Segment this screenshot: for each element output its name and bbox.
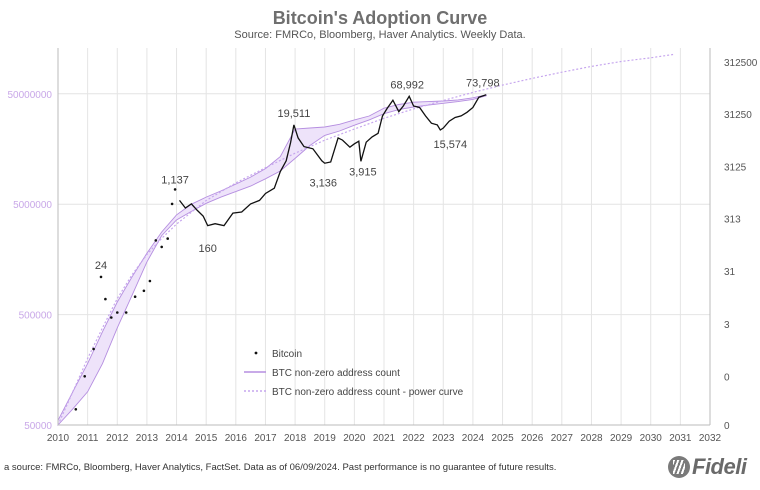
peak-trough-label: 3,136 bbox=[309, 177, 337, 189]
bitcoin-point bbox=[99, 275, 103, 279]
x-tick-label: 2030 bbox=[640, 433, 663, 444]
axes: 2010 2011 2012 2013 2014 2015 2016 2017 2018 2019… bbox=[8, 48, 758, 444]
x-tick-label: 2011 bbox=[77, 433, 99, 444]
y-right-tick-label: 31250 bbox=[724, 110, 752, 121]
x-tick-label: 2028 bbox=[580, 433, 603, 444]
x-tick-label: 2029 bbox=[610, 433, 633, 444]
address-count-band bbox=[57, 94, 487, 427]
bitcoin-point bbox=[83, 375, 86, 378]
y-left-tick-label: 5000000 bbox=[13, 200, 52, 211]
address-count-line bbox=[57, 94, 487, 427]
bitcoin-point bbox=[116, 311, 119, 314]
x-tick-label: 2013 bbox=[136, 433, 159, 444]
x-tick-label: 2016 bbox=[225, 433, 248, 444]
peak-trough-label: 19,511 bbox=[277, 108, 310, 120]
y-right-tick-label: 3 bbox=[724, 320, 730, 331]
peak-trough-label: 68,992 bbox=[390, 79, 424, 91]
peak-trough-label: 3,915 bbox=[349, 166, 377, 178]
bitcoin-price-line bbox=[178, 94, 487, 227]
chart-title: Bitcoin's Adoption Curve bbox=[272, 8, 488, 28]
legend: Bitcoin BTC non-zero address count BTC non… bbox=[244, 349, 464, 398]
power-curve-layer bbox=[57, 53, 675, 426]
peak-trough-label: 160 bbox=[198, 243, 216, 255]
x-tick-label: 2027 bbox=[551, 433, 574, 444]
bitcoin-point bbox=[148, 279, 152, 283]
chart-subtitle: Source: FMRCo, Bloomberg, Haver Analytic… bbox=[234, 29, 526, 41]
y-left-tick-label: 50000 bbox=[24, 421, 52, 432]
peak-trough-label: 1,137 bbox=[161, 174, 189, 186]
bitcoin-point bbox=[133, 295, 137, 299]
x-tick-label: 2010 bbox=[47, 433, 70, 444]
bitcoin-point bbox=[124, 311, 128, 314]
bitcoin-point bbox=[154, 239, 158, 242]
x-tick-label: 2024 bbox=[462, 433, 485, 444]
x-tick-label: 2031 bbox=[669, 433, 692, 444]
bitcoin-point bbox=[142, 289, 146, 293]
x-tick-label: 2023 bbox=[432, 433, 455, 444]
footer-source-note: a source: FMRCo, Bloomberg, Haver Analyt… bbox=[4, 462, 557, 473]
x-tick-label: 2021 bbox=[373, 433, 396, 444]
x-tick-label: 2018 bbox=[284, 433, 307, 444]
legend-entry: BTC non-zero address count bbox=[272, 368, 400, 379]
fidelity-logo: Fideli bbox=[668, 452, 760, 480]
x-tick-label: 2026 bbox=[521, 433, 544, 444]
y-right-tick-label: 0 bbox=[724, 421, 730, 432]
x-tick-label: 2015 bbox=[195, 433, 218, 444]
bitcoin-point bbox=[166, 237, 169, 240]
power-curve-line bbox=[57, 53, 675, 426]
x-tick-label: 2025 bbox=[491, 433, 514, 444]
x-tick-label: 2020 bbox=[343, 433, 366, 444]
peak-trough-label: 15,574 bbox=[433, 139, 467, 151]
bitcoin-point bbox=[74, 408, 78, 411]
x-tick-label: 2032 bbox=[699, 433, 722, 444]
x-tick-label: 2022 bbox=[403, 433, 426, 444]
x-tick-label: 2019 bbox=[314, 433, 337, 444]
y-right-tick-label: 0 bbox=[724, 372, 730, 383]
bitcoin-point bbox=[110, 316, 113, 319]
legend-bitcoin-marker bbox=[254, 351, 258, 355]
y-right-tick-label: 313 bbox=[724, 215, 741, 226]
peak-trough-label: 73,798 bbox=[466, 78, 500, 90]
x-tick-label: 2012 bbox=[106, 433, 129, 444]
bitcoin-point bbox=[173, 188, 177, 191]
annotations: 24 1,137 160 19,511 3,136 3,915 68,992 15,574 73… bbox=[95, 78, 500, 272]
logo-mark-icon bbox=[668, 456, 690, 478]
x-tick-label: 2017 bbox=[254, 433, 277, 444]
peak-trough-label: 24 bbox=[95, 260, 107, 272]
y-right-tick-label: 31 bbox=[724, 267, 736, 278]
bitcoin-point bbox=[160, 245, 163, 249]
legend-entry: BTC non-zero address count - power curve bbox=[272, 387, 464, 398]
grid-lines bbox=[57, 48, 711, 426]
bitcoin-point bbox=[170, 202, 174, 206]
y-left-tick-label: 500000 bbox=[19, 311, 53, 322]
chart-svg: 2010 2011 2012 2013 2014 2015 2016 2017 2018 2019… bbox=[8, 48, 758, 444]
y-right-tick-label: 312500 bbox=[724, 58, 758, 69]
y-left-tick-label: 50000000 bbox=[8, 90, 53, 101]
logo-text: Fideli bbox=[692, 454, 747, 479]
legend-entry: Bitcoin bbox=[272, 349, 302, 360]
y-right-tick-label: 3125 bbox=[724, 162, 747, 173]
bitcoin-point bbox=[92, 347, 95, 351]
bitcoin-point bbox=[104, 297, 107, 301]
x-tick-label: 2014 bbox=[165, 433, 188, 444]
bitcoin-series bbox=[74, 94, 487, 411]
